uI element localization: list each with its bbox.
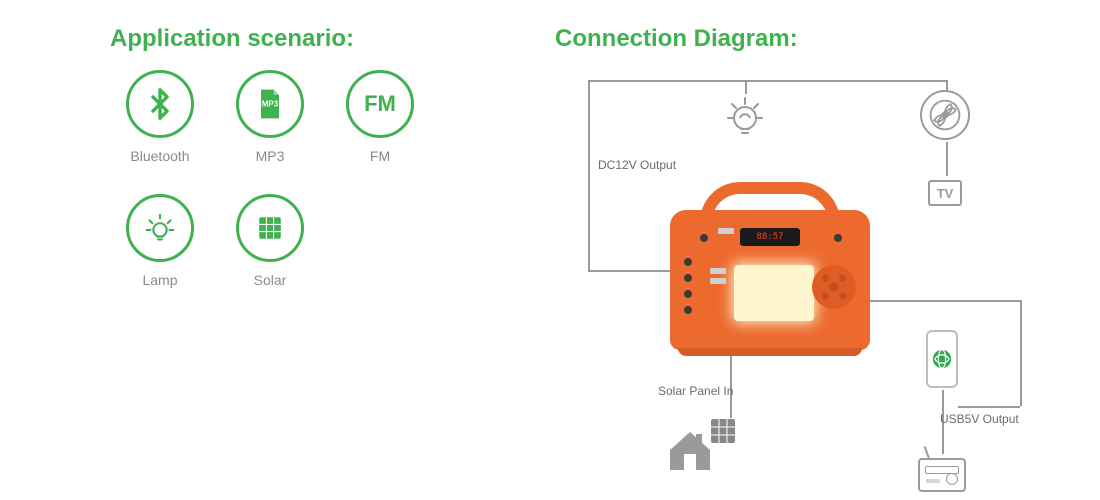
solar-panel-mini-icon	[708, 416, 738, 446]
device-speaker	[812, 265, 856, 309]
app-item-bluetooth: Bluetooth	[110, 70, 210, 164]
device-knob	[684, 274, 692, 282]
device-knob	[684, 258, 692, 266]
fm-icon-text: FM	[364, 91, 396, 117]
device-knob	[834, 234, 842, 242]
application-scenario-title: Application scenario:	[110, 25, 354, 53]
wire	[588, 80, 948, 82]
wire	[958, 406, 1020, 408]
device-usb-port	[710, 268, 726, 274]
device-handle	[700, 182, 840, 222]
wire	[588, 270, 670, 272]
central-device: 88:57	[670, 210, 870, 350]
mp3-icon: MP3	[236, 70, 304, 138]
bulb-icon	[720, 90, 770, 140]
application-icons-grid: Bluetooth MP3 MP3 FM FM Lamp	[110, 70, 430, 288]
wire	[946, 142, 948, 176]
label-dc12v: DC12V Output	[598, 158, 676, 172]
label-usb5v: USB5V Output	[940, 412, 1019, 426]
label-solar-panel-in: Solar Panel In	[658, 384, 733, 398]
fan-icon	[920, 90, 970, 140]
svg-text:MP3: MP3	[262, 100, 279, 109]
bluetooth-icon	[126, 70, 194, 138]
radio-icon	[918, 458, 966, 492]
wire	[870, 300, 1020, 302]
app-label-mp3: MP3	[256, 148, 285, 164]
connection-diagram-title: Connection Diagram:	[555, 25, 798, 53]
fm-icon: FM	[346, 70, 414, 138]
device-knob	[700, 234, 708, 242]
device-usb-port	[710, 278, 726, 284]
app-item-fm: FM FM	[330, 70, 430, 164]
app-item-lamp: Lamp	[110, 194, 210, 288]
lamp-icon	[126, 194, 194, 262]
device-display: 88:57	[740, 228, 800, 246]
connection-diagram: DC12V Output Solar Panel In USB5V Output…	[550, 60, 1070, 490]
app-label-lamp: Lamp	[142, 272, 177, 288]
device-knob	[684, 306, 692, 314]
tv-icon-text: TV	[937, 186, 954, 201]
wire	[1020, 300, 1022, 406]
solar-icon	[236, 194, 304, 262]
wire	[588, 80, 590, 270]
app-label-solar: Solar	[254, 272, 287, 288]
app-label-fm: FM	[370, 148, 390, 164]
tv-icon: TV	[928, 180, 962, 206]
device-base	[678, 348, 862, 356]
app-label-bluetooth: Bluetooth	[130, 148, 189, 164]
app-item-solar: Solar	[220, 194, 320, 288]
device-light-panel	[734, 265, 814, 321]
device-usb-port	[718, 228, 734, 234]
device-knob	[684, 290, 692, 298]
app-item-mp3: MP3 MP3	[220, 70, 320, 164]
phone-icon	[926, 330, 958, 388]
